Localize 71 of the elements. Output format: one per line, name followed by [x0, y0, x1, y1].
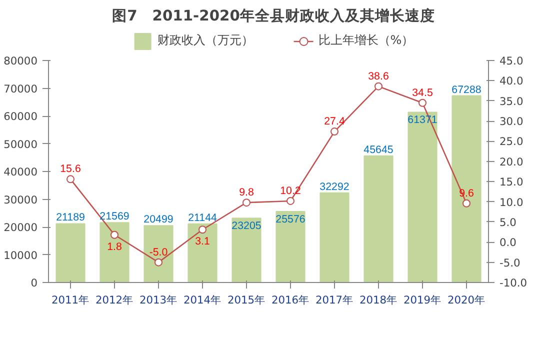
bar	[364, 155, 394, 282]
data-label: 38.6	[368, 70, 389, 82]
point	[462, 199, 470, 208]
x-tick-label: 2015年	[227, 294, 266, 306]
y-tick-label: 50000	[4, 138, 38, 151]
x-tick-label: 2019年	[403, 294, 442, 306]
data-label: 21189	[56, 212, 85, 224]
y2-tick-label: 5.0	[500, 216, 517, 229]
chart-title: 图7 2011-2020年全县财政收入及其增长速度	[112, 6, 435, 24]
point	[66, 175, 74, 184]
bar	[408, 112, 438, 282]
y2-tick-label: -5.0	[500, 256, 521, 270]
bar	[276, 211, 306, 282]
bar	[56, 223, 86, 282]
x-tick-label: 2012年	[95, 294, 134, 306]
data-label: 15.6	[60, 163, 81, 176]
legend-label: 比上年增长（%）	[318, 32, 414, 49]
data-label: 34.5	[412, 86, 433, 99]
y-tick-label: 40000	[4, 166, 38, 178]
y-tick-label: 80000	[4, 54, 38, 68]
data-label: 23205	[232, 220, 262, 232]
point	[374, 82, 382, 90]
data-label: 67288	[452, 84, 482, 96]
y-tick-label: 60000	[4, 110, 38, 123]
y-tick-label: 10000	[4, 248, 38, 262]
data-label: 45645	[364, 144, 394, 156]
x-tick-label: 2014年	[183, 294, 222, 306]
y2-tick-label: 30.0	[500, 115, 524, 128]
point	[110, 230, 118, 239]
data-label: 27.4	[324, 116, 345, 128]
bar	[452, 95, 482, 282]
y2-tick-label: -10.0	[500, 276, 528, 290]
legend-label: 财政收入（万元）	[157, 32, 254, 49]
y2-tick-label: 0.0	[500, 236, 517, 250]
point	[242, 198, 250, 207]
data-label: 21144	[188, 212, 217, 224]
data-label: 20499	[144, 214, 174, 226]
point	[286, 196, 294, 205]
data-label: 25576	[276, 214, 306, 226]
data-label: 21569	[100, 210, 130, 223]
bar	[188, 223, 218, 282]
y-tick-label: 30000	[4, 193, 38, 206]
data-label: 3.1	[195, 236, 210, 248]
point	[418, 98, 426, 107]
x-tick-label: 2017年	[315, 294, 354, 306]
x-tick-label: 2018年	[359, 294, 398, 306]
bar	[100, 222, 130, 282]
y-tick-label: 20000	[4, 221, 38, 234]
point	[198, 226, 206, 234]
data-label: 1.8	[107, 240, 122, 253]
data-label: 9.8	[239, 186, 254, 199]
data-label: 32292	[320, 180, 350, 193]
y2-tick-label: 40.0	[500, 74, 524, 88]
y2-tick-label: 10.0	[500, 196, 524, 209]
point	[154, 258, 162, 266]
bar	[232, 218, 262, 282]
y2-tick-label: 15.0	[500, 176, 524, 189]
y2-tick-label: 20.0	[500, 155, 524, 168]
y2-tick-label: 45.0	[500, 54, 524, 68]
y2-tick-label: 35.0	[500, 94, 524, 108]
bar	[320, 192, 350, 282]
y-tick-label: 70000	[4, 82, 38, 96]
y2-tick-label: 25.0	[500, 135, 524, 148]
bar	[144, 225, 174, 282]
x-tick-label: 2011年	[51, 294, 90, 306]
point	[330, 128, 338, 136]
data-label: -5.0	[149, 246, 168, 258]
y-tick-label: 0	[30, 276, 38, 290]
x-tick-label: 2013年	[139, 294, 178, 306]
x-tick-label: 2020年	[447, 294, 486, 306]
x-tick-label: 2016年	[271, 294, 310, 306]
